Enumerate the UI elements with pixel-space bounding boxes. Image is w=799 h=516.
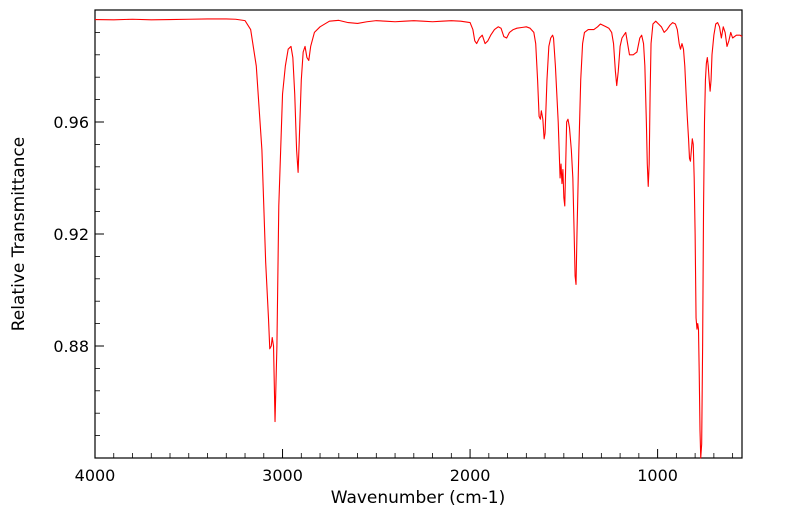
x-axis-title: Wavenumber (cm-1) bbox=[331, 488, 506, 508]
major-ticks bbox=[94, 121, 659, 458]
y-tick-label-0.88: 0.88 bbox=[53, 337, 89, 356]
x-tick-label-4000: 4000 bbox=[75, 466, 116, 485]
y-axis-title: Relative Transmittance bbox=[9, 137, 29, 332]
y-tick-labels: 0.88 0.92 0.96 bbox=[53, 113, 89, 356]
x-tick-label-1000: 1000 bbox=[637, 466, 678, 485]
y-tick-label-0.96: 0.96 bbox=[53, 113, 89, 132]
x-tick-labels: 4000 3000 2000 1000 bbox=[75, 466, 678, 485]
minor-ticks bbox=[95, 9, 734, 459]
series-line-spectrum bbox=[94, 18, 743, 459]
y-tick-label-0.92: 0.92 bbox=[53, 225, 89, 244]
x-tick-label-3000: 3000 bbox=[262, 466, 303, 485]
x-tick-label-2000: 2000 bbox=[450, 466, 491, 485]
